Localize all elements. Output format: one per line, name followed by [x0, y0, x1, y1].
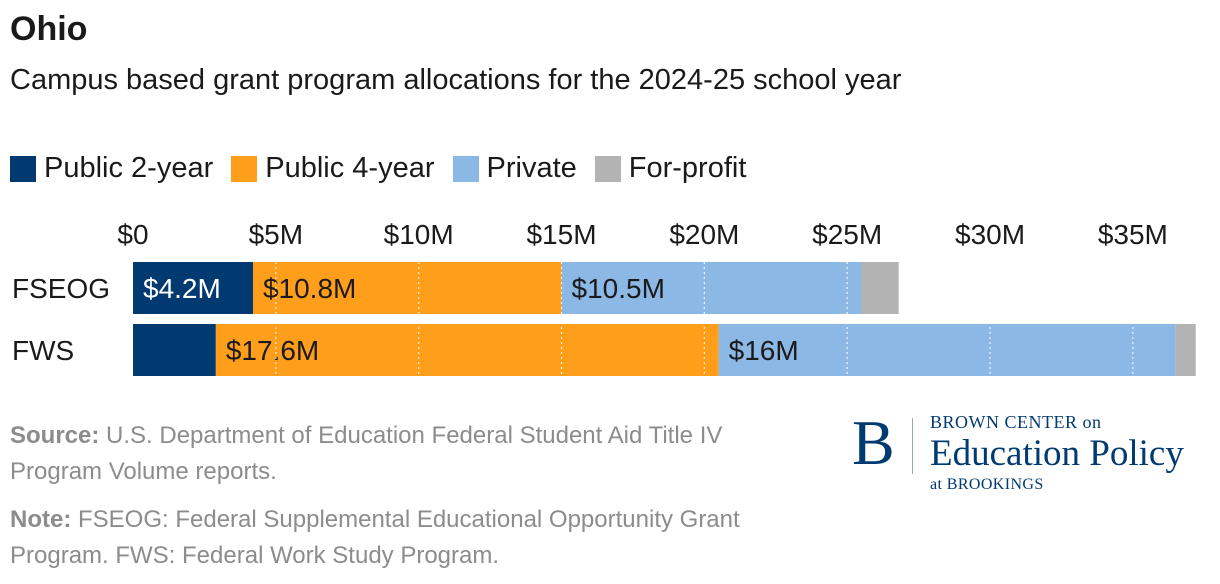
chart-subtitle: Campus based grant program allocations f… [10, 64, 902, 96]
note-label: Note: [10, 506, 72, 533]
bar-fws-public-4-year [215, 324, 719, 376]
x-tick-label-2: $10M [384, 219, 454, 250]
data-label-fseog-public-2-year: $4.2M [143, 273, 221, 304]
source-label: Source: [10, 422, 100, 449]
stacked-bar-chart: $0 $5M $10M $15M $20M $25M $30M $35M FSEOG FWS $4.… [12, 219, 1196, 376]
data-label-fseog-public-4-year: $10.8M [263, 273, 356, 304]
logo-line-brookings: at BROOKINGS [930, 476, 1044, 493]
legend-label-public-2-year: Public 2-year [44, 152, 214, 184]
legend-item-private: Private [452, 152, 577, 185]
data-label-fseog-private: $10.5M [572, 273, 665, 304]
legend-swatch-for-profit [594, 155, 621, 182]
note-text: FSEOG: Federal Supplemental Educational … [10, 506, 740, 569]
bar-fws-private [718, 324, 1176, 376]
bar-fseog-private [561, 262, 862, 314]
x-tick-label-6: $30M [955, 219, 1025, 250]
legend-swatch-private [452, 155, 479, 182]
bar-fseog-public-4-year [252, 262, 562, 314]
x-tick-label-4: $20M [669, 219, 739, 250]
bar-fseog-public-2-year [133, 262, 253, 314]
bar-fseog-for-profit [861, 262, 899, 314]
bar-fws-for-profit [1175, 324, 1196, 376]
legend-item-for-profit: For-profit [594, 152, 747, 185]
data-label-fws-private: $16M [729, 335, 799, 366]
category-label-fws: FWS [12, 335, 74, 366]
x-tick-label-0: $0 [117, 219, 148, 250]
category-label-fseog: FSEOG [12, 273, 110, 304]
logo-line-education-policy: Education Policy [930, 433, 1184, 474]
legend-label-private: Private [486, 152, 577, 184]
brown-center-logo: B BROWN CENTER on Education Policy at BR… [852, 408, 1214, 500]
logo-line-brown-center: BROWN CENTER on [930, 412, 1102, 432]
legend-item-public-4-year: Public 4-year [231, 152, 435, 185]
definitions-note: Note: FSEOG: Federal Supplemental Educat… [10, 502, 800, 574]
source-text: U.S. Department of Education Federal Stu… [10, 422, 723, 485]
legend-label-for-profit: For-profit [628, 152, 747, 184]
legend: Public 2-year Public 4-year Private For-… [10, 152, 764, 185]
data-label-fws-public-4-year: $17.6M [226, 335, 319, 366]
x-tick-label-1: $5M [249, 219, 303, 250]
x-tick-label-7: $35M [1098, 219, 1168, 250]
x-tick-label-5: $25M [812, 219, 882, 250]
legend-item-public-2-year: Public 2-year [10, 152, 213, 185]
bar-fws-public-2-year [133, 324, 216, 376]
legend-swatch-public-4-year [231, 155, 258, 182]
logo-divider [912, 418, 913, 474]
logo-initial: B [852, 407, 895, 478]
x-tick-label-3: $15M [526, 219, 596, 250]
chart-title: Ohio [10, 10, 88, 48]
source-note: Source: U.S. Department of Education Fed… [10, 418, 810, 490]
legend-label-public-4-year: Public 4-year [265, 152, 435, 184]
legend-swatch-public-2-year [10, 155, 36, 182]
